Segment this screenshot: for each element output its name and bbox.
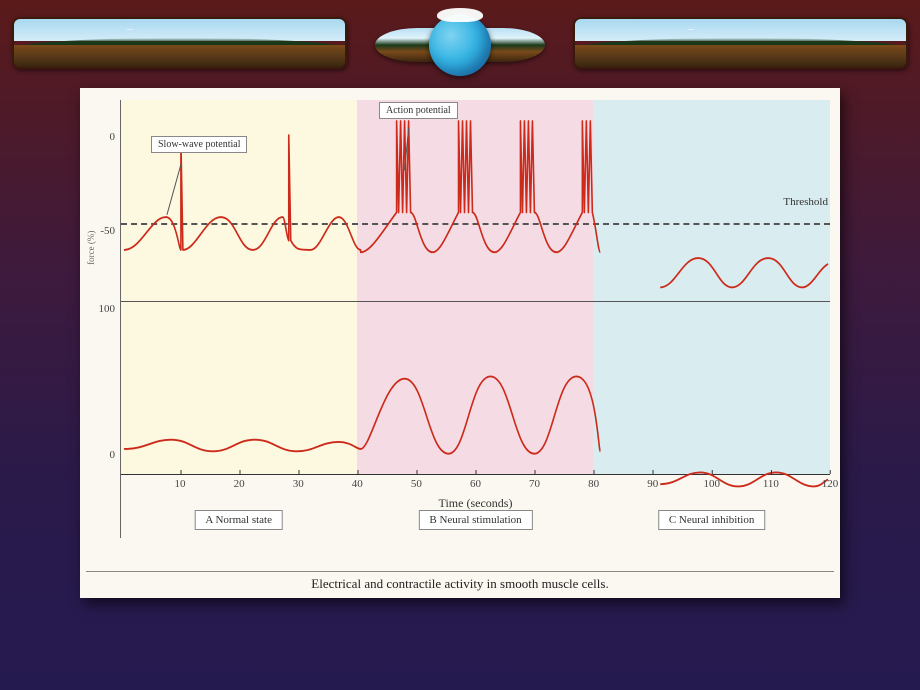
center-globe-emblem <box>405 6 515 86</box>
legend-c: C Neural inhibition <box>658 510 766 530</box>
decorative-header <box>0 0 920 80</box>
legend-a: A Normal state <box>194 510 283 530</box>
x-axis-label: Time (seconds) <box>121 496 830 511</box>
figure-caption: Electrical and contractile activity in s… <box>80 576 840 592</box>
banner-left <box>12 17 347 69</box>
figure-chart: Threshold Slow-wave potential Action pot… <box>80 88 840 598</box>
banner-right <box>573 17 908 69</box>
figure-caption-rule <box>86 571 834 572</box>
y-axis-label-bottom: force (%) <box>86 230 96 264</box>
legend-b: B Neural stimulation <box>418 510 532 530</box>
plot-area: Threshold Slow-wave potential Action pot… <box>120 100 830 538</box>
x-ticks: 10 20 30 40 50 60 70 80 90 100 110 120 <box>121 474 830 494</box>
y-ticks: 0 -50 100 0 <box>89 100 119 474</box>
